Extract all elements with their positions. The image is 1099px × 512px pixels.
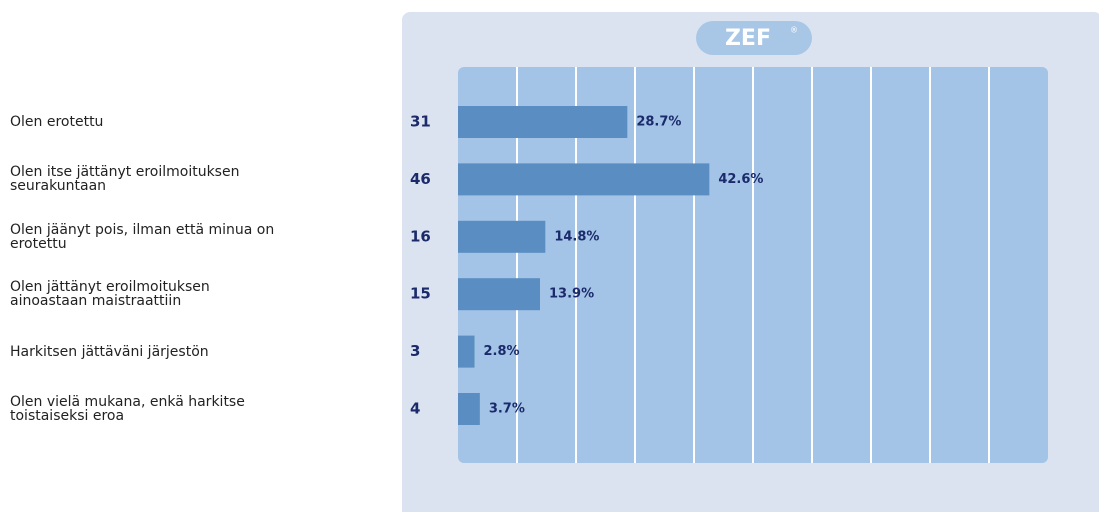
category-label: Olen jättänyt eroilmoituksen ainoastaan … [10,279,210,310]
bar [458,335,475,368]
logo-mark: ® [790,26,798,35]
count-label: 16 [410,227,431,245]
count-label: 3 [410,342,420,360]
category-label: Olen itse jättänyt eroilmoituksen seurak… [10,164,240,195]
bar [458,278,541,311]
value-label: 42.6% [718,172,763,187]
count-label: 31 [410,113,431,131]
category-label: Harkitsen jättäväni järjestön [10,343,209,360]
bar [458,106,628,138]
value-label: 3.7% [489,402,525,417]
category-label: Olen erotettu [10,114,104,130]
category-label: Olen vielä mukana, enkä harkitse toistai… [10,394,245,424]
count-label: 4 [410,400,420,418]
logo: ZEF [725,26,771,51]
value-label: 2.8% [484,344,520,359]
bar [458,163,710,196]
logo-badge [696,21,812,55]
value-label: 28.7% [636,115,681,130]
count-label: 15 [410,285,431,303]
count-label: 46 [410,170,431,188]
value-label: 14.8% [554,229,599,244]
bar [458,393,480,425]
value-label: 13.9% [549,287,594,302]
category-label: Olen jäänyt pois, ilman että minua on er… [10,221,275,252]
bar [458,220,546,253]
